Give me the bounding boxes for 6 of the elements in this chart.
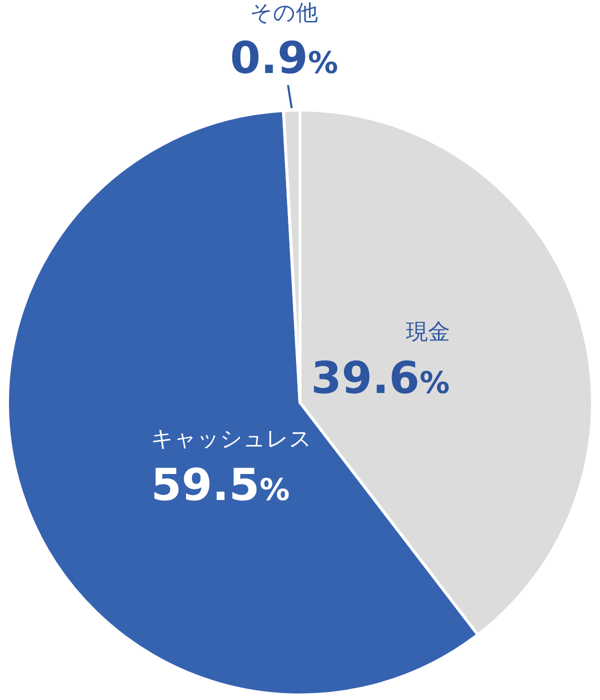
slice-label: その他 [250, 1, 318, 26]
data-label: 0.9% [230, 33, 338, 84]
data-label: 59.5% [151, 460, 290, 511]
data-label: 39.6% [311, 353, 450, 404]
slice-label: キャッシュレス [151, 427, 312, 452]
slice-label: 現金 [406, 320, 450, 345]
